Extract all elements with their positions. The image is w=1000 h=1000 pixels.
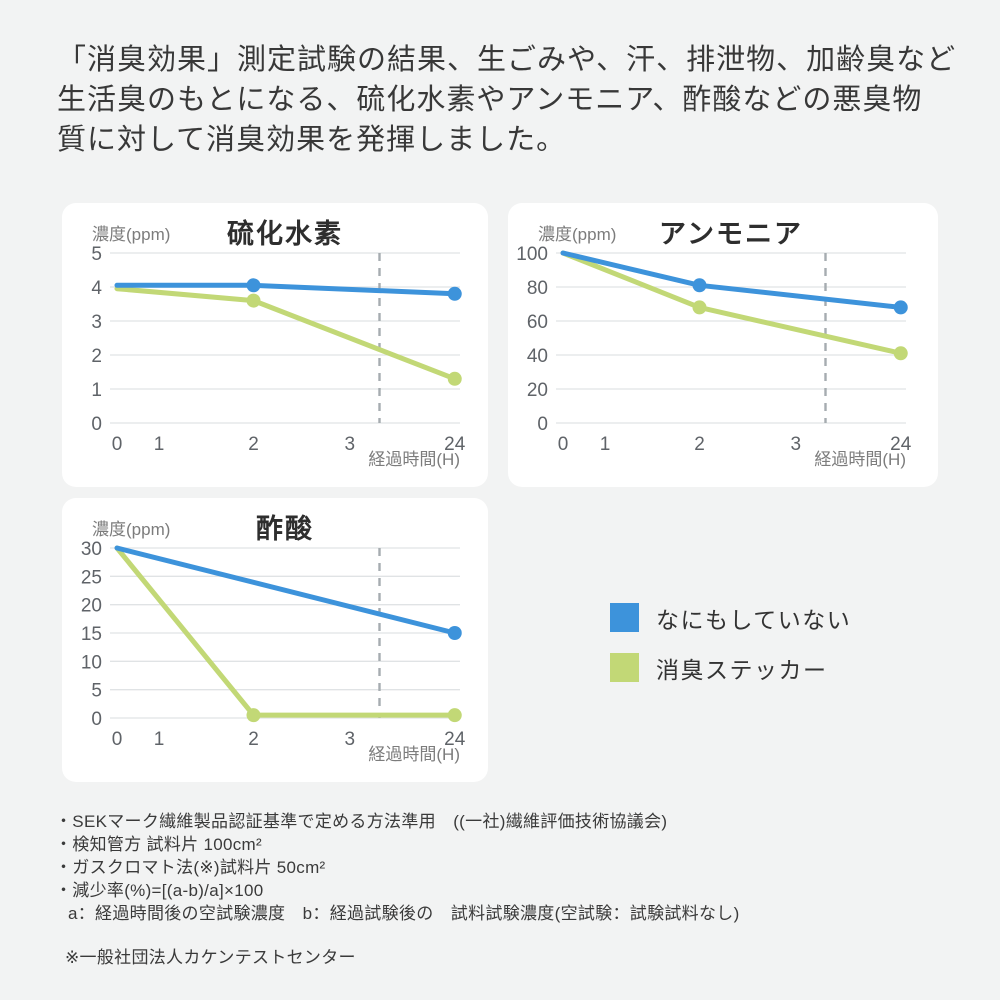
y-tick-label: 5 <box>91 681 102 702</box>
footnote-line-1: ・SEKマーク繊維製品認証基準で定める方法準用 ((一社)繊維評価技術協議会) <box>55 812 668 831</box>
footnote-line-2: ・検知管方 試料片 100cm² <box>55 835 262 854</box>
x-tick-label: 2 <box>248 729 259 750</box>
y-tick-label: 20 <box>527 380 548 401</box>
chart-card-acetic-acid: 0 5 10 15 20 25 30 0 1 2 3 24 濃度(ppm) 酢酸経過時間(H) <box>62 498 488 782</box>
y-tick-label: 10 <box>81 652 102 673</box>
data-point-marker <box>692 278 707 293</box>
x-tick-label: 24 <box>890 434 912 455</box>
chart-card-hydrogen-sulfide: 0 1 2 3 4 5 0 1 2 3 24 濃度(ppm) 硫化水素経過時間(H) <box>62 203 488 487</box>
data-point-marker <box>893 300 908 315</box>
legend: なにもしていない 消臭ステッカー <box>610 603 851 703</box>
footnote-line-5: a：経過時間後の空試験濃度 b：経過試験後の 試料試験濃度(空試験：試験試料なし… <box>68 904 740 923</box>
x-tick-label: 24 <box>444 434 466 455</box>
y-tick-label: 80 <box>527 278 548 299</box>
intro-line-2: 生活臭のもとになる、硫化水素やアンモニア、酢酸などの悪臭物 <box>57 84 923 116</box>
footnote-note: ※一般社団法人カケンテストセンター <box>65 948 356 967</box>
x-tick-label: 3 <box>790 434 801 455</box>
y-axis-unit-label: 濃度(ppm) <box>538 225 616 244</box>
y-axis-unit-label: 濃度(ppm) <box>92 520 170 539</box>
x-tick-label: 1 <box>154 729 165 750</box>
y-tick-label: 0 <box>91 414 102 435</box>
chart-card-ammonia: 0 20 40 60 80 100 0 1 2 3 24 濃度(ppm) アンモニア経過時間(H) <box>508 203 938 487</box>
y-tick-label: 15 <box>81 624 102 645</box>
footnote-line-3: ・ガスクロマト法(※)試料片 50cm² <box>55 858 326 877</box>
series-line <box>114 286 458 382</box>
intro-line-1: 「消臭効果」測定試験の結果、生ごみや、汗、排泄物、加齢臭など <box>57 44 957 76</box>
x-tick-label: 2 <box>248 434 259 455</box>
legend-swatch-blue <box>610 603 639 632</box>
data-point-marker <box>692 300 707 315</box>
x-tick-label: 3 <box>344 434 355 455</box>
y-tick-label: 4 <box>91 278 102 299</box>
chart-title: 酢酸 <box>256 514 314 544</box>
y-tick-label: 5 <box>91 244 102 265</box>
x-tick-label: 0 <box>558 434 569 455</box>
data-point-marker <box>447 371 462 386</box>
intro-line-3: 質に対して消臭効果を発揮しました。 <box>57 124 567 156</box>
chart-title: アンモニア <box>659 219 803 249</box>
data-point-marker <box>246 293 261 308</box>
x-tick-label: 3 <box>344 729 355 750</box>
y-tick-label: 1 <box>91 380 102 401</box>
data-point-marker <box>447 708 462 723</box>
series-line <box>560 250 904 310</box>
data-point-marker <box>246 708 261 723</box>
y-tick-label: 0 <box>537 414 548 435</box>
data-point-marker <box>447 286 462 301</box>
y-tick-label: 0 <box>91 709 102 730</box>
y-tick-label: 100 <box>516 244 548 265</box>
x-tick-label: 1 <box>600 434 611 455</box>
y-tick-label: 60 <box>527 312 548 333</box>
y-tick-label: 20 <box>81 596 102 617</box>
y-tick-label: 30 <box>81 539 102 560</box>
footnotes: ・SEKマーク繊維製品認証基準で定める方法準用 ((一社)繊維評価技術協議会) … <box>55 810 955 969</box>
data-point-marker <box>246 278 261 293</box>
x-tick-label: 2 <box>694 434 705 455</box>
y-axis-unit-label: 濃度(ppm) <box>92 225 170 244</box>
legend-swatch-green <box>610 653 639 682</box>
legend-item-untreated: なにもしていない <box>610 603 852 633</box>
series-line <box>114 545 458 636</box>
x-tick-label: 0 <box>112 729 123 750</box>
x-tick-label: 24 <box>444 729 466 750</box>
x-tick-label: 1 <box>154 434 165 455</box>
legend-label-deodorant-sticker: 消臭ステッカー <box>656 656 828 683</box>
legend-item-deodorant-sticker: 消臭ステッカー <box>610 653 851 683</box>
y-tick-label: 25 <box>81 567 102 588</box>
y-tick-label: 3 <box>91 312 102 333</box>
y-tick-label: 40 <box>527 346 548 367</box>
legend-label-untreated: なにもしていない <box>656 606 852 633</box>
x-tick-label: 0 <box>112 434 123 455</box>
data-point-marker <box>893 346 908 361</box>
y-tick-label: 2 <box>91 346 102 367</box>
data-point-marker <box>447 626 462 640</box>
x-axis-label: 経過時間(H) <box>368 745 460 764</box>
intro-text: 「消臭効果」測定試験の結果、生ごみや、汗、排泄物、加齢臭など 生活臭のもとになる… <box>57 40 957 160</box>
chart-title: 硫化水素 <box>227 218 343 249</box>
footnote-line-4: ・減少率(%)=[(a-b)/a]×100 <box>55 881 264 900</box>
x-axis-label: 経過時間(H) <box>368 450 460 469</box>
x-axis-label: 経過時間(H) <box>814 450 906 469</box>
